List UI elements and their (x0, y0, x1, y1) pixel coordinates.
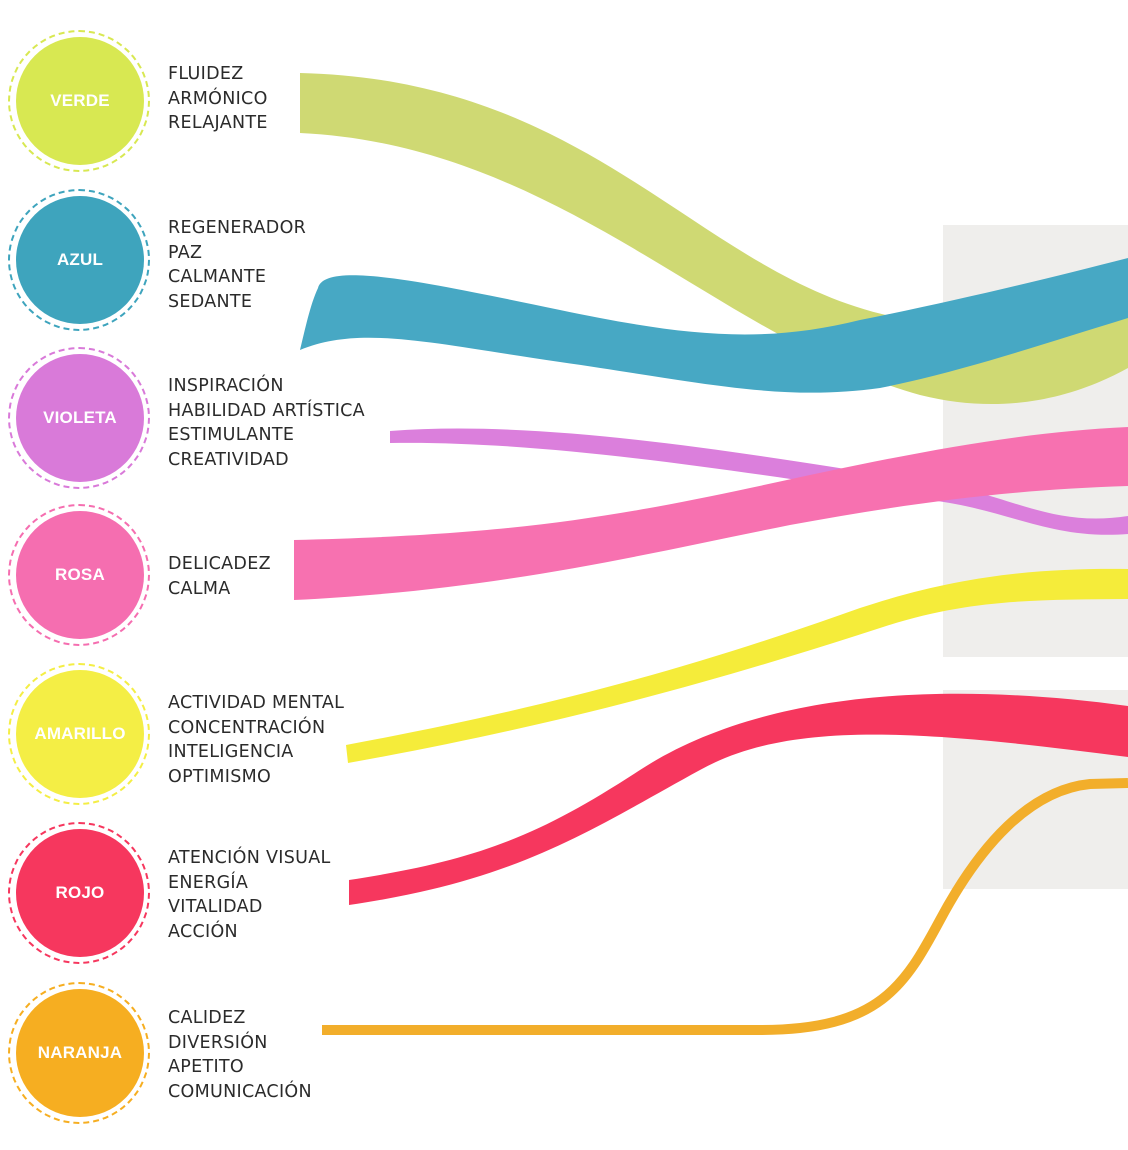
keyword: ATENCIÓN VISUAL (168, 848, 331, 868)
dashed-ring (8, 504, 150, 646)
ribbon-rosa (294, 427, 1128, 600)
keyword: CALMANTE (168, 267, 267, 288)
keyword: CALIDEZ (168, 1008, 246, 1028)
ribbon-violeta (390, 428, 1128, 535)
keyword: ESTIMULANTE (168, 425, 295, 446)
keyword: CREATIVIDAD (168, 450, 289, 471)
keyword-list-verde: FLUIDEZ ARMÓNICO RELAJANTE (168, 62, 268, 136)
dashed-ring (8, 822, 150, 964)
color-label: AZUL (56, 250, 104, 269)
keyword-list-naranja: CALIDEZ DIVERSIÓN APETITO COMUNICACIÓN (168, 1006, 312, 1105)
keyword: ACCIÓN (168, 922, 238, 943)
dashed-ring (8, 982, 150, 1124)
keyword: APETITO (168, 1057, 244, 1078)
dashed-ring (8, 30, 150, 172)
color-circle-rojo: ROJO (16, 829, 144, 957)
ribbon-naranja (322, 778, 1128, 1035)
keyword: ARMÓNICO (168, 88, 268, 109)
keyword: COMUNICACIÓN (168, 1082, 312, 1103)
keyword-list-amarillo: ACTIVIDAD MENTAL CONCENTRACIÓN INTELIGEN… (168, 691, 344, 790)
dashed-ring (8, 347, 150, 489)
keyword: REGENERADOR (168, 218, 307, 238)
keyword-list-rosa: DELICADEZ CALMA (168, 552, 271, 601)
color-label: ROSA (55, 565, 105, 584)
keyword: FLUIDEZ (168, 64, 244, 84)
color-label: NARANJA (37, 1043, 123, 1062)
dashed-ring (8, 189, 150, 331)
color-circle-violeta: VIOLETA (16, 354, 144, 482)
keyword-list-azul: REGENERADOR PAZ CALMANTE SEDANTE (168, 216, 306, 315)
color-label: AMARILLO (34, 724, 126, 743)
keyword: HABILIDAD ARTÍSTICA (168, 400, 365, 421)
keyword: PAZ (168, 242, 203, 263)
color-circle-naranja: NARANJA (16, 989, 144, 1117)
color-label: VIOLETA (43, 408, 117, 427)
keyword-list-violeta: INSPIRACIÓN HABILIDAD ARTÍSTICA ESTIMULA… (168, 374, 365, 473)
ribbon-rojo (349, 693, 1128, 905)
keyword: RELAJANTE (168, 113, 268, 134)
color-circle-verde: VERDE (16, 37, 144, 165)
color-label: VERDE (50, 91, 110, 110)
keyword: OPTIMISMO (168, 767, 272, 788)
keyword: DIVERSIÓN (168, 1032, 268, 1053)
dashed-ring (8, 663, 150, 805)
keyword: SEDANTE (168, 292, 253, 313)
keyword: INSPIRACIÓN (168, 376, 284, 396)
keyword-list-rojo: ATENCIÓN VISUAL ENERGÍA VITALIDAD ACCIÓN (168, 846, 331, 945)
ribbon-azul (300, 258, 1128, 393)
color-circle-rosa: ROSA (16, 511, 144, 639)
ribbon-verde (300, 73, 1128, 405)
keyword: ENERGÍA (168, 872, 249, 893)
color-circle-amarillo: AMARILLO (16, 670, 144, 798)
keyword: VITALIDAD (168, 897, 263, 918)
keyword: INTELIGENCIA (168, 742, 294, 763)
keyword: CALMA (168, 578, 231, 599)
keyword: DELICADEZ (168, 554, 271, 574)
color-circle-azul: AZUL (16, 196, 144, 324)
ribbon-amarillo (346, 568, 1128, 763)
keyword: ACTIVIDAD MENTAL (168, 693, 345, 713)
color-label: ROJO (55, 883, 105, 902)
keyword: CONCENTRACIÓN (168, 717, 326, 738)
